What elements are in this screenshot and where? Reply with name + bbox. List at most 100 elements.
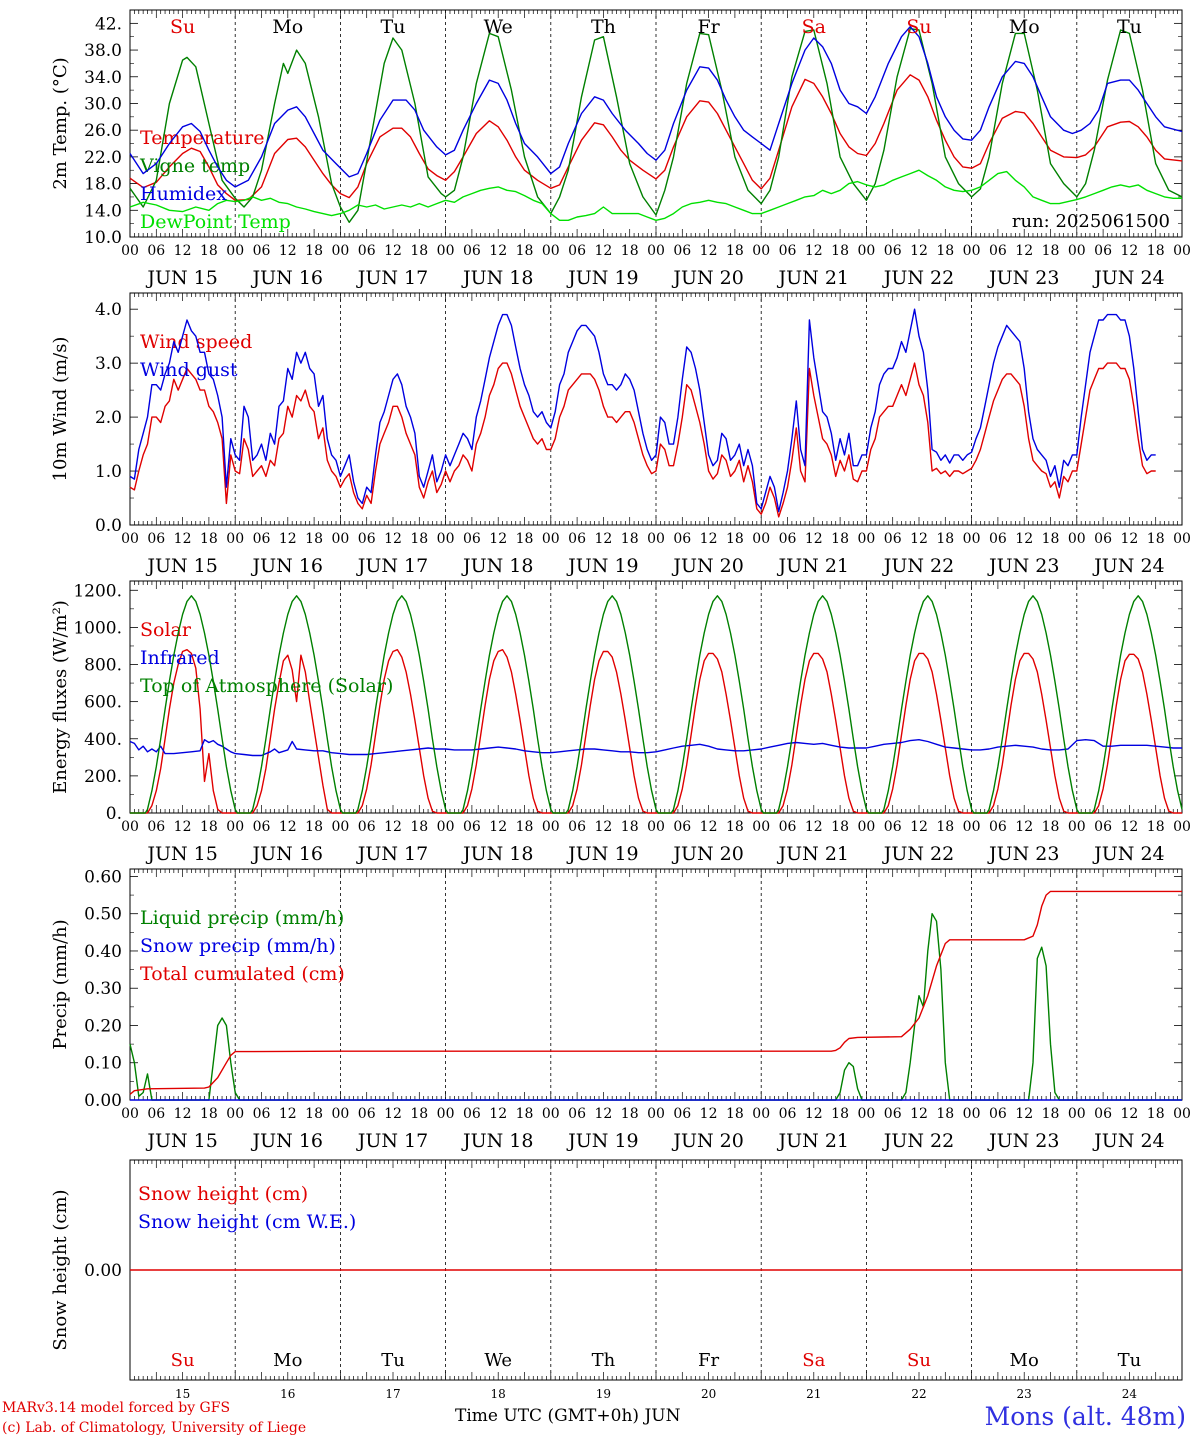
weekday-label: Fr	[697, 16, 720, 38]
hour-label: 18	[410, 531, 428, 547]
hour-label: 06	[463, 531, 481, 547]
hour-label: 12	[174, 1106, 192, 1122]
hour-label: 00	[647, 1106, 665, 1122]
hour-label: 00	[437, 1106, 455, 1122]
y-tick-label: 0.10	[84, 1054, 122, 1074]
weekday-label: Su	[907, 1350, 931, 1371]
series-line-humidex	[129, 26, 1183, 188]
hour-label: 00	[1068, 243, 1086, 259]
weekday-label: Tu	[381, 1350, 405, 1371]
hour-label: 00	[121, 243, 139, 259]
hour-label: 18	[200, 819, 218, 835]
legend-entry: Vigne temp	[139, 155, 250, 177]
hour-label: 12	[805, 531, 823, 547]
date-label: JUN 21	[777, 555, 849, 577]
day-number: 20	[701, 1387, 716, 1401]
series-line-infrared	[129, 739, 1182, 757]
hour-label: 18	[936, 819, 954, 835]
run-label: run: 2025061500	[1012, 211, 1170, 232]
hour-label: 06	[253, 243, 271, 259]
date-label: JUN 15	[145, 267, 217, 289]
hour-label: 18	[410, 819, 428, 835]
y-axis-label: Snow height (cm)	[50, 1189, 71, 1350]
legend-entry: Temperature	[140, 127, 264, 149]
lab-credit: (c) Lab. of Climatology, University of L…	[2, 1420, 307, 1436]
hour-label: 12	[384, 243, 402, 259]
hour-label: 00	[226, 819, 244, 835]
hour-label: 06	[989, 531, 1007, 547]
hour-label: 12	[174, 819, 192, 835]
date-label: JUN 24	[1092, 843, 1164, 865]
hour-label: 12	[1120, 1106, 1138, 1122]
date-label: JUN 18	[461, 843, 533, 865]
hour-label: 12	[489, 1106, 507, 1122]
hour-label: 00	[331, 819, 349, 835]
y-tick-label: 4.0	[95, 300, 122, 320]
model-credit: MARv3.14 model forced by GFS	[2, 1400, 231, 1416]
hour-label: 12	[805, 1106, 823, 1122]
hour-label: 00	[1173, 243, 1191, 259]
hour-label: 18	[516, 243, 534, 259]
hour-label: 00	[542, 243, 560, 259]
date-label: JUN 18	[461, 267, 533, 289]
y-tick-label: 0.60	[84, 867, 122, 887]
hour-label: 00	[226, 243, 244, 259]
hour-label: 06	[779, 531, 797, 547]
hour-label: 06	[989, 819, 1007, 835]
weekday-label: We	[484, 1350, 512, 1371]
hour-label: 06	[463, 819, 481, 835]
hour-label: 06	[884, 531, 902, 547]
date-label: JUN 19	[566, 843, 638, 865]
station-name: Mons (alt. 48m)	[984, 1402, 1186, 1431]
hour-label: 00	[1173, 819, 1191, 835]
hour-label: 06	[673, 243, 691, 259]
hour-label: 06	[253, 819, 271, 835]
hour-label: 18	[621, 819, 639, 835]
date-label: JUN 21	[777, 1130, 849, 1152]
hour-label: 00	[121, 1106, 139, 1122]
legend-entry: Infrared	[140, 647, 220, 669]
hour-label: 18	[831, 531, 849, 547]
hour-label: 00	[647, 819, 665, 835]
y-axis-label: 2m Temp. (°C)	[50, 57, 71, 189]
panel-2: 0.0 1.0 2.0 3.0 4.0 10m Wind (m/s) Wind speed W…	[50, 292, 1191, 577]
series-line-solar	[130, 649, 1182, 814]
series-line-wind-speed	[129, 362, 1156, 518]
hour-label: 00	[1068, 1106, 1086, 1122]
hour-label: 18	[410, 243, 428, 259]
y-tick-label: 1.0	[95, 462, 122, 482]
hour-label: 12	[1120, 819, 1138, 835]
legend-entry: Liquid precip (mm/h)	[140, 907, 344, 929]
y-tick-label: 38.0	[84, 41, 122, 61]
hour-label: 00	[542, 1106, 560, 1122]
hour-label: 00	[1173, 1106, 1191, 1122]
hour-label: 00	[437, 819, 455, 835]
hour-label: 12	[279, 819, 297, 835]
date-label: JUN 19	[566, 555, 638, 577]
series-line-dewpoint-temp	[129, 169, 1182, 221]
hour-label: 06	[253, 531, 271, 547]
weekday-label: Tu	[1117, 16, 1142, 38]
hour-label: 06	[1094, 1106, 1112, 1122]
hour-label: 18	[726, 531, 744, 547]
hour-label: 18	[1147, 531, 1165, 547]
y-tick-label: 600.	[84, 693, 122, 713]
date-label: JUN 20	[671, 267, 743, 289]
hour-label: 18	[516, 531, 534, 547]
hour-label: 18	[305, 243, 323, 259]
legend-entry: Snow height (cm)	[138, 1183, 308, 1205]
y-tick-label: 42.	[95, 14, 122, 34]
hour-label: 12	[384, 819, 402, 835]
hour-label: 06	[463, 1106, 481, 1122]
hour-label: 18	[936, 1106, 954, 1122]
y-tick-label: 26.0	[84, 121, 122, 141]
date-label: JUN 17	[356, 555, 428, 577]
weekday-row-bottom: Su 15 Mo 16 Tu 17 We 18 Th 19 Fr 20 Sa 21 Su 22 Mo 23 Tu 24	[171, 1350, 1142, 1401]
hour-label: 18	[1147, 819, 1165, 835]
hour-label: 12	[279, 1106, 297, 1122]
weekday-label: Su	[906, 16, 931, 38]
date-label: JUN 23	[987, 843, 1059, 865]
hour-label: 00	[963, 819, 981, 835]
hour-label: 00	[1173, 531, 1191, 547]
hour-label: 18	[410, 1106, 428, 1122]
